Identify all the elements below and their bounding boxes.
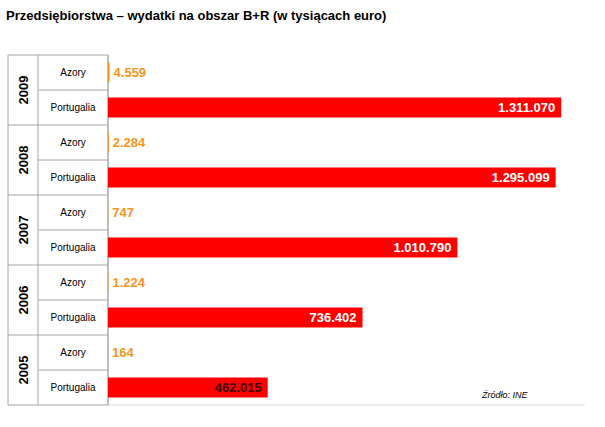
data-label: 1.010.790 xyxy=(394,240,452,255)
bar xyxy=(108,98,561,118)
group-separator xyxy=(8,405,108,406)
row-separator xyxy=(38,370,108,371)
series-label: Portugalia xyxy=(50,242,95,253)
data-label: 747 xyxy=(112,205,134,220)
group-separator xyxy=(8,265,108,266)
frame-line xyxy=(8,55,9,405)
series-label: Azory xyxy=(60,67,86,78)
category-label: 2008 xyxy=(16,146,31,175)
series-label: Azory xyxy=(60,347,86,358)
row-separator xyxy=(38,90,108,91)
bar xyxy=(108,378,268,398)
category-label: 2006 xyxy=(16,286,31,315)
row-separator xyxy=(38,160,108,161)
bar xyxy=(108,308,363,328)
series-label: Azory xyxy=(60,207,86,218)
category-label: 2005 xyxy=(16,356,31,385)
category-label: 2009 xyxy=(16,76,31,105)
row-separator xyxy=(38,230,108,231)
row-separator xyxy=(38,300,108,301)
series-label: Portugalia xyxy=(50,382,95,393)
bar xyxy=(108,203,109,223)
bar xyxy=(108,63,110,83)
group-separator xyxy=(8,125,108,126)
data-label: 462.015 xyxy=(215,380,262,395)
series-label: Azory xyxy=(60,137,86,148)
data-label: 4.559 xyxy=(114,65,147,80)
data-label: 1.295.099 xyxy=(492,170,550,185)
x-axis-line xyxy=(108,405,585,406)
group-separator xyxy=(8,335,108,336)
data-label: 736.402 xyxy=(310,310,357,325)
data-label: 1.311.070 xyxy=(498,100,555,115)
bar xyxy=(108,238,457,258)
series-label: Azory xyxy=(60,277,86,288)
data-label: 2.284 xyxy=(113,135,146,150)
category-label: 2007 xyxy=(16,216,31,245)
series-label: Portugalia xyxy=(50,102,95,113)
bar xyxy=(108,273,109,293)
bar xyxy=(108,168,556,188)
chart-title: Przedsiębiorstwa – wydatki na obszar B+R… xyxy=(6,8,386,23)
labels: 2009 Azory 4.559 Portugalia 1.311.070 2008 Azo… xyxy=(16,65,556,400)
data-label: 164 xyxy=(112,345,134,360)
series-label: Portugalia xyxy=(50,312,95,323)
data-label: 1.224 xyxy=(112,275,145,290)
series-label: Portugalia xyxy=(50,172,95,183)
group-separator xyxy=(8,55,108,56)
bar xyxy=(108,343,109,363)
bar xyxy=(108,133,109,153)
group-separator xyxy=(8,195,108,196)
bars xyxy=(108,63,561,398)
chart: Przedsiębiorstwa – wydatki na obszar B+R… xyxy=(0,0,605,427)
annotation: Źródło: INE xyxy=(481,390,529,400)
